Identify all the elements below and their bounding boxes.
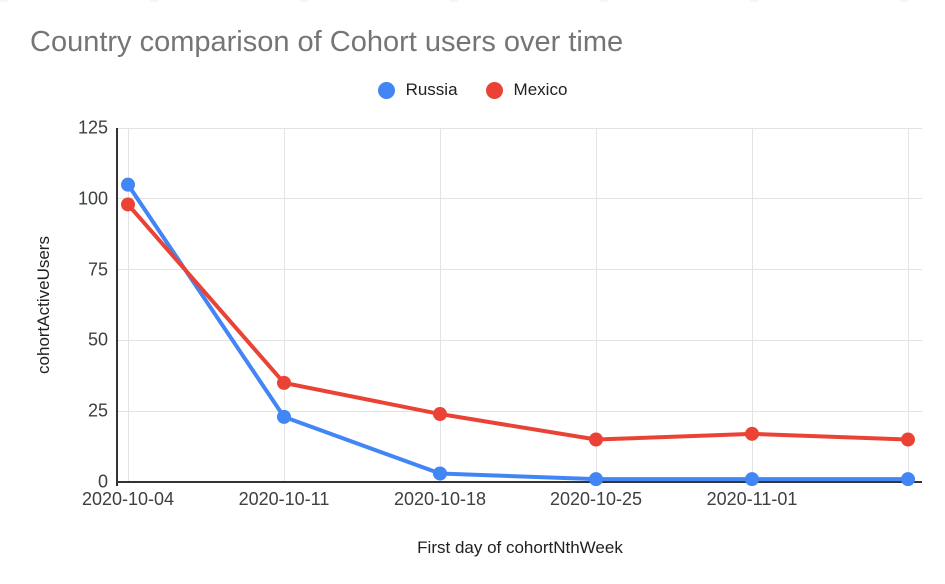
y-tick-125: 125 <box>77 117 108 138</box>
mexico-series-dot-icon <box>485 81 503 99</box>
russia-point-0[interactable] <box>121 177 135 192</box>
russia-point-3[interactable] <box>589 472 603 487</box>
y-tick-75: 75 <box>87 259 108 280</box>
legend-label-mexico: Mexico <box>513 80 568 99</box>
h-gridline-75 <box>118 269 922 271</box>
y-tick-50: 50 <box>87 329 108 350</box>
mexico-point-0[interactable] <box>121 197 135 212</box>
x-axis-line <box>118 481 922 483</box>
legend-item-mexico[interactable]: Mexico <box>485 80 568 100</box>
x-tick-2020-10-11: 2020-10-11 <box>238 489 330 509</box>
x-tick-2020-11-01: 2020-11-01 <box>706 489 798 509</box>
h-gridline-100 <box>118 198 922 200</box>
x-tick-2020-10-18: 2020-10-18 <box>393 489 487 509</box>
y-tick-0: 0 <box>97 471 108 492</box>
x-tick-2020-10-25: 2020-10-25 <box>549 489 643 509</box>
plot-area[interactable] <box>116 127 922 487</box>
russia-line[interactable] <box>126 182 910 482</box>
russia-point-2[interactable] <box>433 466 447 481</box>
russia-point-5[interactable] <box>901 472 915 487</box>
h-gridline-50 <box>118 339 922 341</box>
mexico-point-4[interactable] <box>745 426 759 441</box>
mexico-point-1[interactable] <box>277 375 291 390</box>
top-edge-artifact <box>0 0 945 2</box>
legend-item-russia[interactable]: Russia <box>377 80 458 100</box>
russia-point-1[interactable] <box>277 409 291 424</box>
v-gridline-2020-10-18 <box>439 128 441 482</box>
legend: Russia Mexico <box>0 79 945 101</box>
mexico-point-2[interactable] <box>433 407 447 422</box>
v-gridline-2020-11-01 <box>751 128 753 482</box>
mexico-point-3[interactable] <box>589 432 603 447</box>
mexico-point-5[interactable] <box>901 432 915 447</box>
series-layer <box>121 177 915 487</box>
chart-title: Country comparison of Cohort users over … <box>30 26 624 58</box>
v-gridline-2020-10-04 <box>127 128 129 482</box>
x-axis-title: First day of cohortNthWeek <box>417 538 623 557</box>
v-gridline-2020-10-25 <box>595 128 597 482</box>
y-tick-100: 100 <box>77 188 108 209</box>
v-gridline-2020-10-11 <box>283 128 285 482</box>
h-gridline-25 <box>118 410 922 412</box>
h-gridline-125 <box>118 127 922 129</box>
mexico-line[interactable] <box>126 202 910 442</box>
y-axis-line <box>116 128 118 486</box>
russia-series-dot-icon <box>377 81 395 99</box>
y-tick-25: 25 <box>87 400 108 421</box>
v-gridline-col-5 <box>907 128 909 482</box>
russia-point-4[interactable] <box>745 472 759 487</box>
y-axis-title: cohortActiveUsers <box>34 236 53 374</box>
legend-label-russia: Russia <box>405 80 458 99</box>
x-tick-2020-10-04: 2020-10-04 <box>81 489 175 509</box>
